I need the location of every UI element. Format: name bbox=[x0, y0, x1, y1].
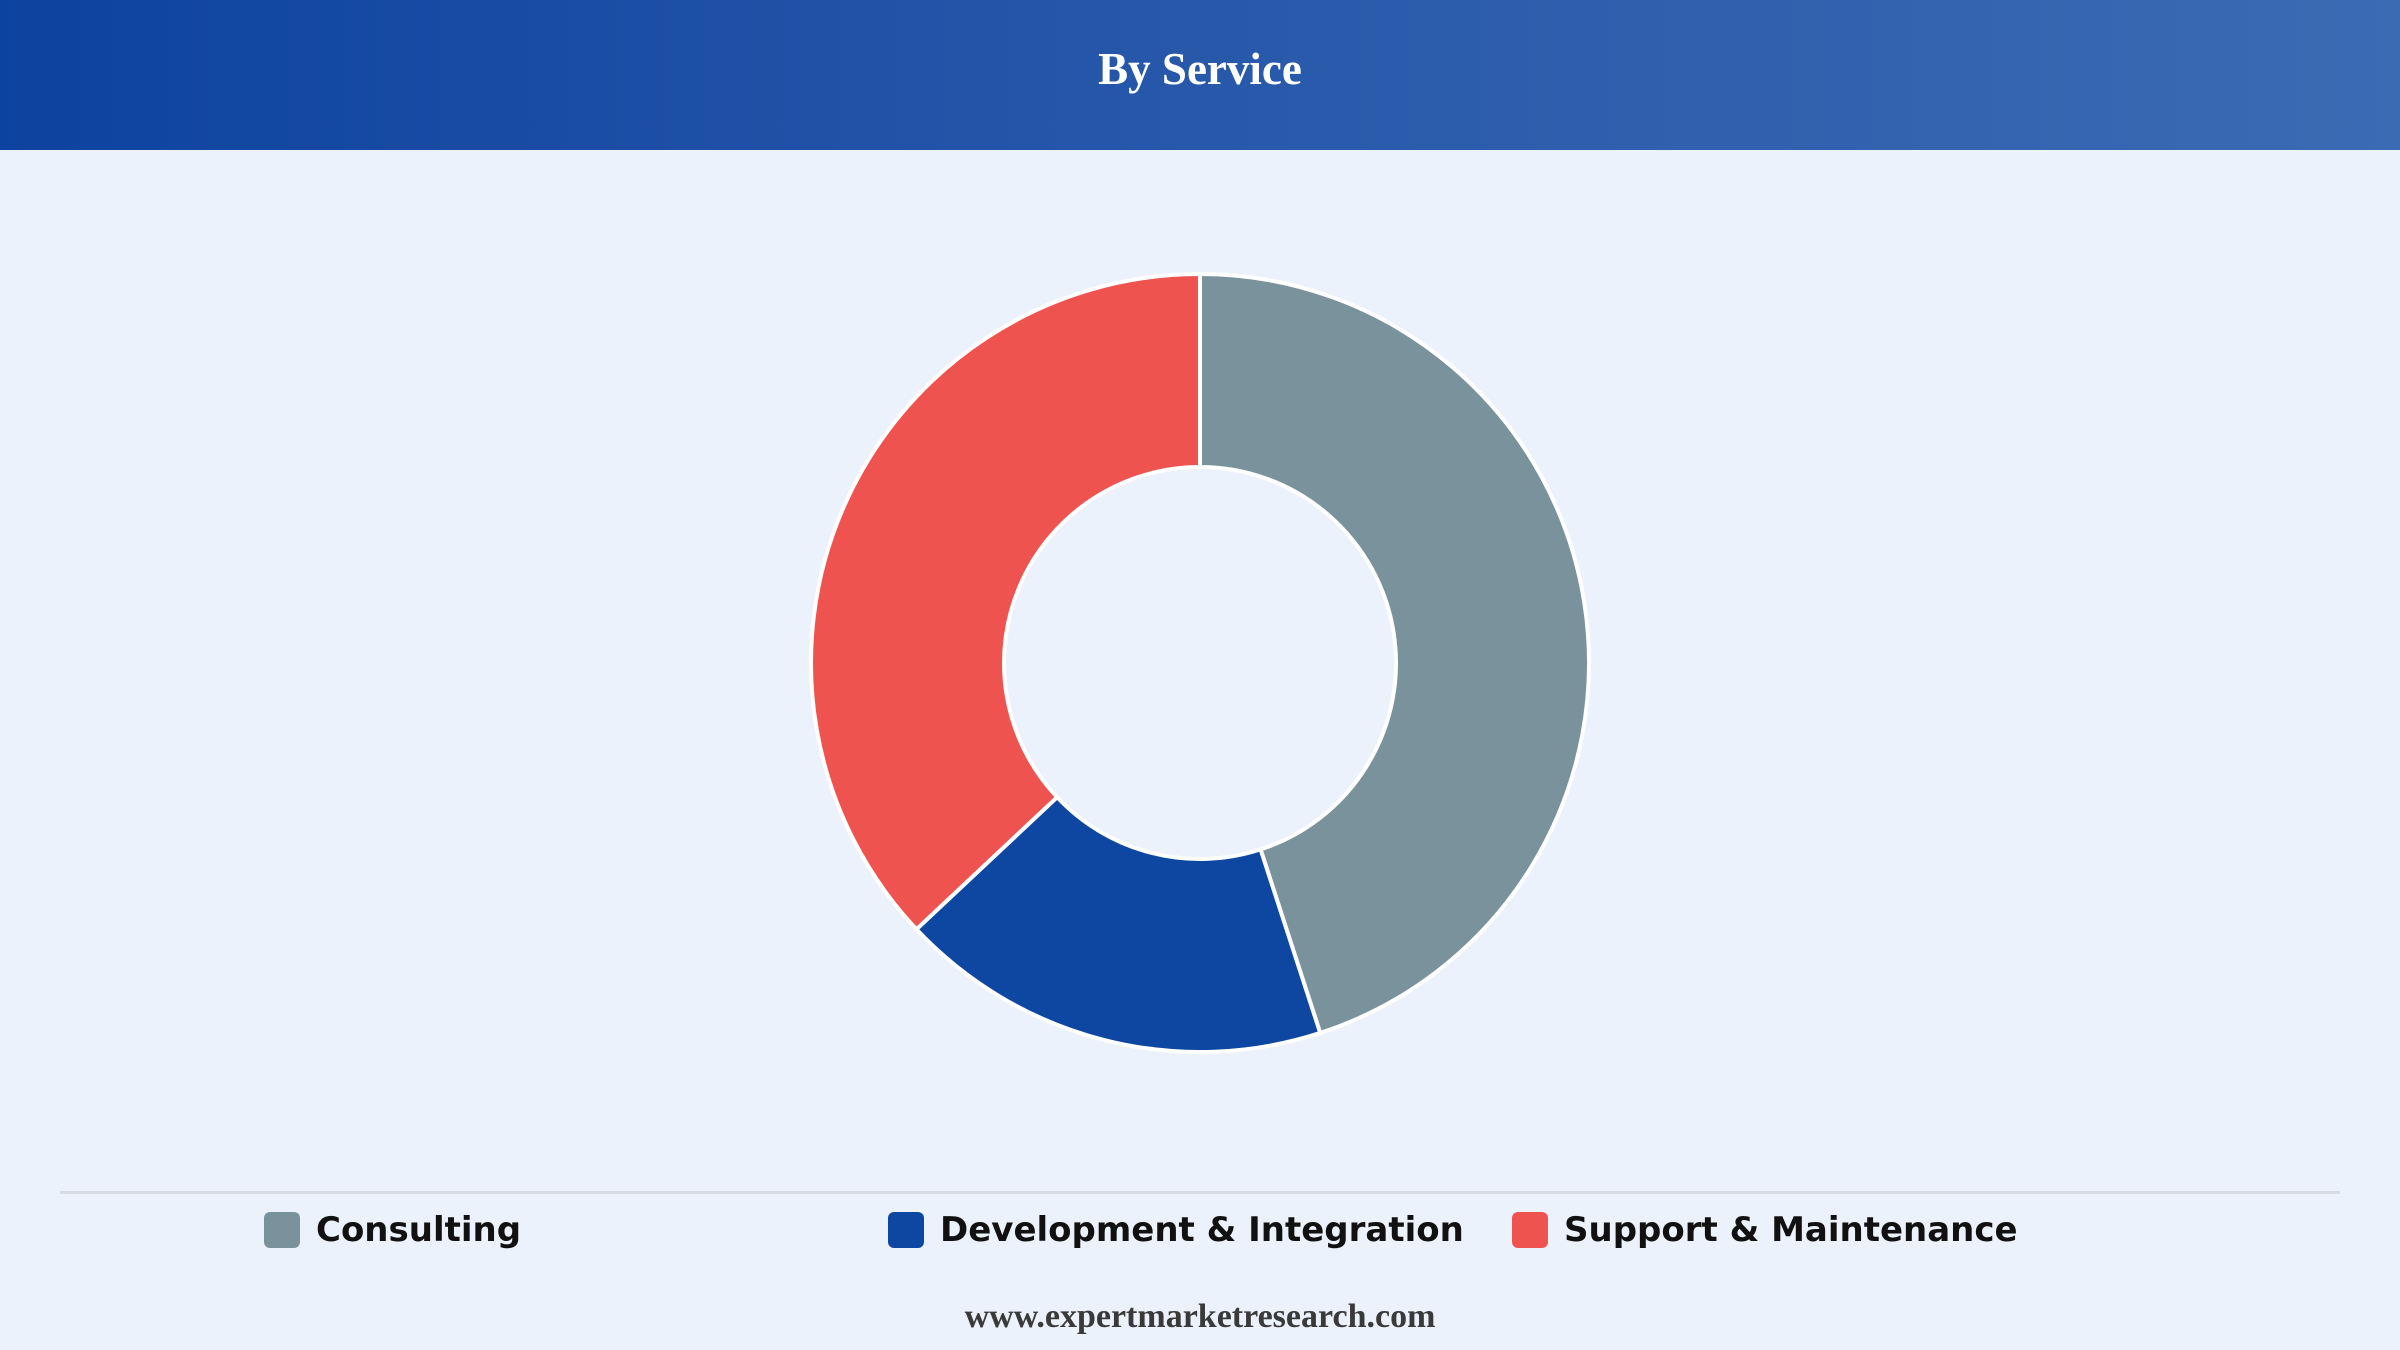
source-url: www.expertmarketresearch.com bbox=[964, 1298, 1436, 1335]
legend-swatch-development-integration bbox=[888, 1212, 924, 1248]
legend-swatch-support-maintenance bbox=[1512, 1212, 1548, 1248]
legend-item-consulting: Consulting bbox=[264, 1210, 521, 1250]
donut-chart bbox=[809, 272, 1591, 1054]
header-bar: By Service bbox=[0, 0, 2400, 150]
legend-item-development-integration: Development & Integration bbox=[888, 1210, 1464, 1250]
legend-divider bbox=[60, 1191, 2340, 1194]
legend-label-development-integration: Development & Integration bbox=[940, 1210, 1464, 1250]
donut-slice-support-maintenance bbox=[809, 272, 1202, 932]
chart-title: By Service bbox=[1098, 44, 1302, 94]
donut-slice-development-integration bbox=[914, 795, 1323, 1054]
donut-slice-consulting bbox=[1198, 272, 1591, 1035]
legend-label-consulting: Consulting bbox=[316, 1210, 522, 1250]
legend-item-support-maintenance: Support & Maintenance bbox=[1512, 1210, 2018, 1250]
legend-swatch-consulting bbox=[264, 1212, 300, 1248]
legend-label-support-maintenance: Support & Maintenance bbox=[1564, 1210, 2018, 1250]
